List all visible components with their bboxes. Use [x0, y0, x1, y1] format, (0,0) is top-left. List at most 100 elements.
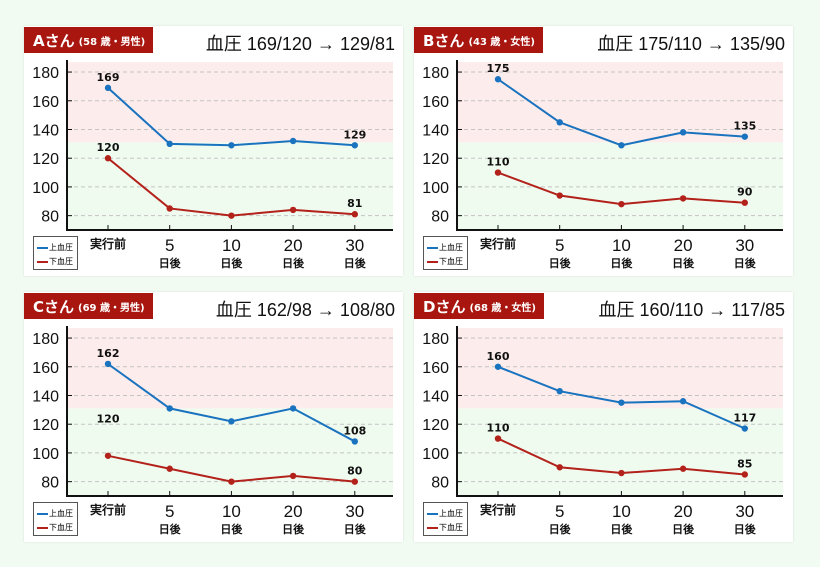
legend-item-diastolic: 下血圧 [427, 522, 463, 533]
chart-title: 血圧 169/120 → 129/81 [205, 34, 395, 54]
diastolic-point [228, 212, 235, 219]
diastolic-point [556, 192, 563, 199]
data-label: 120 [97, 141, 120, 154]
legend-item-diastolic: 下血圧 [37, 522, 73, 533]
data-label: 117 [733, 412, 756, 425]
x-tick-sublabel: 日後 [549, 256, 572, 270]
x-tick-sublabel: 日後 [220, 522, 243, 536]
systolic-point [289, 405, 297, 412]
legend: 上血圧 下血圧 [423, 502, 468, 536]
diastolic-point [104, 452, 112, 459]
systolic-point [351, 142, 358, 149]
systolic-point [494, 363, 502, 370]
y-tick-label: 100 [422, 446, 449, 463]
x-tick-label: 30 [735, 236, 754, 255]
y-tick-label: 180 [422, 331, 449, 348]
x-tick-sublabel: 日後 [282, 522, 305, 536]
legend: 上血圧 下血圧 [33, 236, 78, 270]
x-tick-label: 20 [284, 236, 303, 255]
y-tick-label: 80 [431, 475, 449, 492]
x-tick-label: 10 [612, 236, 631, 255]
systolic-point [104, 360, 112, 368]
diastolic-point [166, 465, 173, 472]
legend-item-systolic: 上血圧 [427, 508, 463, 519]
systolic-point [104, 84, 112, 92]
x-tick-sublabel: 日後 [672, 256, 695, 270]
legend-item-systolic: 上血圧 [427, 242, 463, 253]
annotation-label: 120 [97, 412, 120, 425]
high-bp-zone [457, 328, 783, 409]
x-tick-label: 30 [345, 502, 364, 521]
legend-swatch-diastolic [427, 526, 438, 529]
y-tick-label: 140 [422, 122, 449, 139]
data-label: 108 [343, 424, 366, 437]
diastolic-point [741, 471, 748, 478]
systolic-point [166, 405, 173, 412]
diastolic-point [494, 169, 502, 176]
legend-swatch-diastolic [427, 260, 438, 263]
legend: 上血圧 下血圧 [33, 502, 78, 536]
diastolic-point [494, 435, 502, 442]
panel-a: Aさん (58 歳・男性) 血圧 169/120 → 129/81 180 160 1… [24, 26, 403, 276]
panel-d: Dさん (68 歳・女性) 血圧 160/110 → 117/85 180 160 1… [414, 292, 793, 542]
diastolic-point [104, 155, 112, 162]
y-tick-label: 160 [422, 360, 449, 377]
x-tick-label: 実行前 [480, 502, 516, 517]
legend-item-diastolic: 下血圧 [37, 256, 73, 267]
diastolic-point [351, 211, 358, 218]
legend-swatch-systolic [37, 246, 48, 249]
y-tick-label: 80 [41, 209, 59, 226]
panel-c: Cさん (69 歳・男性) 血圧 162/98 → 108/80 180 160 14… [24, 292, 403, 542]
x-tick-label: 20 [284, 502, 303, 521]
patient-label: Aさん (58 歳・男性) [24, 27, 154, 53]
systolic-point [289, 137, 297, 145]
x-tick-label: 実行前 [480, 236, 516, 251]
legend-label: 上血圧 [439, 243, 463, 252]
patient-age-sex: (69 歳・男性) [78, 302, 145, 314]
x-tick-sublabel: 日後 [734, 522, 757, 536]
systolic-point [351, 438, 358, 445]
x-tick-sublabel: 日後 [610, 522, 633, 536]
y-tick-label: 140 [32, 388, 59, 405]
y-tick-label: 180 [32, 65, 59, 82]
diastolic-point [166, 205, 173, 212]
x-tick-label: 30 [735, 502, 754, 521]
x-tick-label: 5 [165, 502, 174, 521]
x-tick-sublabel: 日後 [672, 522, 695, 536]
y-tick-label: 160 [422, 94, 449, 111]
legend-swatch-diastolic [37, 526, 48, 529]
data-label: 81 [347, 197, 362, 210]
patient-name: Bさん [423, 31, 465, 50]
systolic-point [556, 387, 563, 395]
legend: 上血圧 下血圧 [423, 236, 468, 270]
chart-title: 血圧 175/110 → 135/90 [597, 34, 785, 54]
y-tick-label: 140 [422, 388, 449, 405]
patient-age-sex: (68 歳・女性) [469, 302, 536, 314]
legend-item-systolic: 上血圧 [37, 242, 73, 253]
systolic-point [618, 399, 625, 406]
y-tick-label: 80 [41, 475, 59, 492]
legend-label: 下血圧 [49, 257, 73, 266]
patient-name: Aさん [33, 31, 75, 50]
x-tick-sublabel: 日後 [344, 256, 367, 270]
x-tick-sublabel: 日後 [734, 256, 757, 270]
y-tick-label: 180 [422, 65, 449, 82]
systolic-point [556, 119, 563, 126]
x-tick-label: 10 [612, 502, 631, 521]
data-label: 85 [737, 457, 752, 470]
y-tick-label: 180 [32, 331, 59, 348]
panel-b: Bさん (43 歳・女性) 血圧 175/110 → 135/90 180 160 1… [414, 26, 793, 276]
data-label: 135 [733, 120, 756, 133]
x-tick-sublabel: 日後 [282, 256, 305, 270]
x-tick-label: 20 [674, 236, 693, 255]
diastolic-point [679, 465, 687, 472]
patient-name: Dさん [423, 297, 466, 316]
legend-label: 上血圧 [49, 243, 73, 252]
x-tick-label: 30 [345, 236, 364, 255]
legend-label: 下血圧 [49, 523, 73, 532]
legend-label: 下血圧 [439, 257, 463, 266]
